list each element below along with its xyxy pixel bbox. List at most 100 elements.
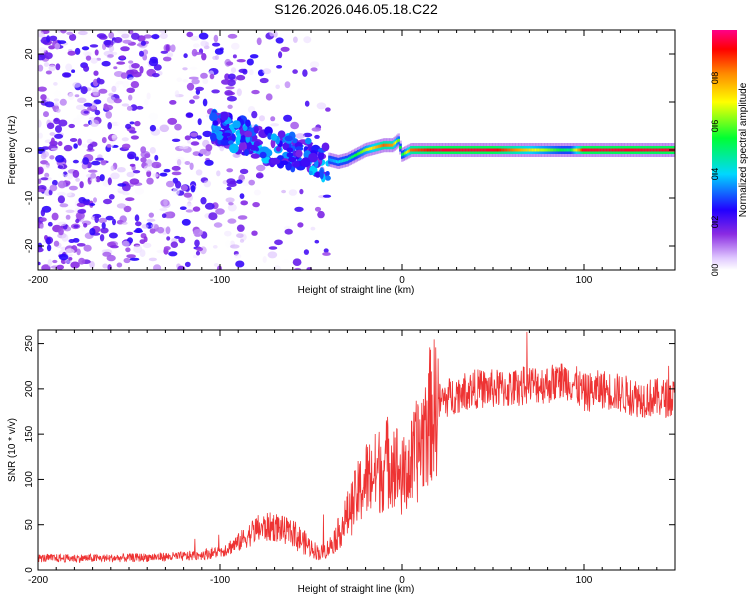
carrier-core — [537, 148, 541, 152]
spectral-sample — [221, 79, 230, 85]
spectral-sample — [190, 185, 196, 193]
spectral-sample — [87, 143, 94, 151]
spectral-sample — [302, 132, 313, 138]
spectral-sample — [63, 144, 73, 152]
spectral-sample — [163, 246, 171, 251]
carrier-core — [419, 148, 422, 152]
carrier-core — [425, 148, 428, 152]
spectral-sample — [89, 119, 100, 127]
carrier-core — [637, 148, 641, 152]
spectral-sample — [39, 217, 47, 222]
carrier-core — [527, 148, 530, 152]
spectral-sample — [128, 77, 135, 81]
spectral-sample — [227, 218, 237, 224]
carrier-core — [455, 148, 459, 152]
spectral-sample — [127, 151, 137, 160]
spectral-sample — [248, 179, 255, 186]
spectral-sample — [90, 57, 98, 64]
snr-x-ticks: -200 -100 0 100 — [28, 330, 676, 586]
carrier-core — [540, 148, 544, 152]
spectral-sample — [116, 61, 126, 65]
carrier-core — [572, 148, 576, 152]
carrier-core — [328, 158, 331, 162]
spectral-sample — [234, 253, 242, 259]
spectral-sample — [176, 77, 183, 82]
y-tick-label: 10 — [24, 96, 35, 108]
spectral-sample — [38, 119, 42, 128]
spectral-sample — [225, 197, 235, 203]
spectral-sample — [38, 247, 44, 253]
carrier-core — [454, 148, 457, 152]
carrier-core — [428, 148, 431, 152]
spectral-sample — [227, 104, 233, 110]
spectral-sample — [117, 167, 126, 173]
spectral-sample — [46, 237, 51, 245]
carrier-core — [431, 148, 434, 152]
spectral-sample — [256, 164, 266, 172]
spectral-sample — [212, 42, 221, 47]
spectral-sample — [99, 174, 105, 182]
spectral-sample — [111, 85, 117, 93]
spectral-sample — [106, 96, 116, 104]
spectral-sample — [41, 146, 50, 150]
spectral-sample — [190, 141, 200, 146]
spectral-sample — [200, 197, 207, 205]
spectral-sample — [57, 40, 67, 44]
spectral-sample — [191, 78, 200, 85]
spectral-sample — [132, 170, 141, 174]
carrier-core — [379, 144, 383, 148]
spectral-sample — [75, 211, 85, 220]
spectrogram-y-label: Frequency (Hz) — [7, 116, 18, 185]
carrier-core — [607, 148, 610, 152]
carrier-core — [388, 143, 392, 147]
carrier-core — [577, 148, 580, 152]
spectral-sample — [38, 86, 47, 92]
spectral-sample — [282, 259, 290, 264]
spectral-sample — [192, 95, 200, 100]
spectral-sample — [83, 123, 89, 127]
carrier-core — [373, 146, 377, 150]
spectral-sample — [106, 144, 112, 148]
carrier-core — [599, 148, 603, 152]
spectral-sample — [197, 118, 202, 126]
spectral-sample — [262, 256, 267, 263]
spectral-sample — [58, 119, 68, 127]
spectral-sample — [75, 218, 80, 224]
spectral-sample — [121, 143, 131, 149]
spectral-sample — [226, 61, 234, 66]
spectral-sample — [224, 230, 232, 237]
spectral-sample — [179, 206, 187, 210]
carrier-core — [434, 148, 437, 152]
spectral-sample — [189, 162, 194, 170]
spectral-sample — [212, 55, 218, 60]
carrier-core — [364, 148, 368, 152]
spectrogram-x-label: Height of straight line (km) — [298, 285, 415, 296]
spectral-sample — [150, 223, 159, 229]
spectral-sample — [171, 171, 182, 176]
carrier-core — [482, 148, 486, 152]
spectral-sample — [121, 137, 129, 142]
spectral-sample — [123, 257, 131, 264]
spectral-sample — [163, 168, 171, 173]
spectral-sample — [151, 73, 160, 78]
carrier-core — [598, 148, 601, 152]
spectral-sample — [166, 180, 175, 188]
carrier-core — [463, 148, 466, 152]
spectral-sample — [317, 150, 325, 161]
spectral-sample — [116, 187, 123, 192]
carrier-core — [332, 159, 336, 163]
carrier-core — [584, 148, 588, 152]
spectral-sample — [126, 231, 134, 236]
spectral-sample — [226, 186, 232, 191]
spectral-sample — [70, 261, 80, 269]
carrier-core — [435, 148, 439, 152]
carrier-core — [614, 148, 618, 152]
spectral-sample — [82, 157, 89, 165]
spectral-sample — [157, 226, 165, 234]
carrier-core — [399, 146, 402, 150]
spectral-sample — [51, 212, 59, 221]
spectral-sample — [82, 51, 92, 56]
spectral-sample — [58, 227, 64, 236]
spectral-sample — [38, 47, 44, 52]
